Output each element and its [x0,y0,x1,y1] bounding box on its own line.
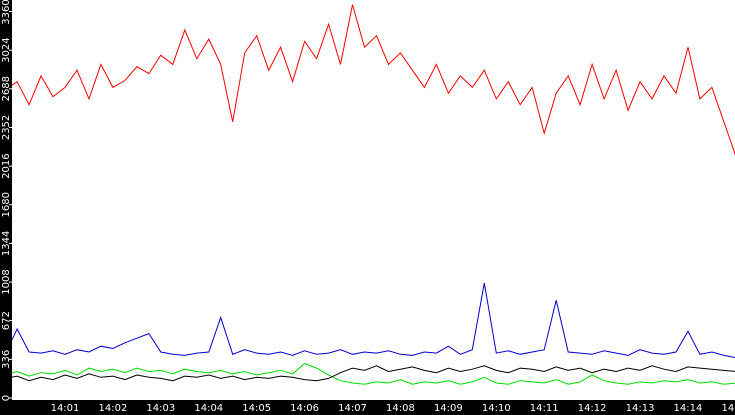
series-line [12,362,735,385]
x-tick-label: 14:14 [674,403,703,414]
x-axis-strip [0,400,735,415]
x-tick-label: 14:11 [530,403,559,414]
x-tick-label: 14:06 [290,403,319,414]
y-tick-label: 1680 [1,192,12,217]
x-tick-label: 14:02 [99,403,128,414]
x-tick-label: 14:08 [386,403,415,414]
y-tick-label: 336 [1,350,12,369]
y-tick-label: 3024 [1,37,12,62]
x-tick-label: 14:12 [578,403,607,414]
y-tick-label: 1008 [1,269,12,294]
plot-area [12,4,735,385]
series-line [12,282,735,359]
y-tick-label: 672 [1,311,12,330]
x-tick-label: 14:15 [721,403,735,414]
x-tick-label: 14:04 [194,403,223,414]
x-tick-label: 14:01 [51,403,80,414]
y-tick-label: 2352 [1,115,12,140]
y-tick-label: 0 [1,395,12,401]
x-tick-label: 14:13 [626,403,655,414]
x-tick-label: 14:07 [338,403,367,414]
y-tick-label: 3360 [1,0,12,25]
y-axis-strip [0,0,12,415]
x-tick-label: 14:10 [482,403,511,414]
x-tick-label: 14:03 [146,403,175,414]
x-tick-label: 14:05 [242,403,271,414]
y-tick-label: 1344 [1,231,12,256]
x-tick-label: 14:09 [434,403,463,414]
y-tick-label: 2688 [1,76,12,101]
y-tick-label: 2016 [1,153,12,178]
series-line [12,4,735,156]
series-line [12,365,735,382]
